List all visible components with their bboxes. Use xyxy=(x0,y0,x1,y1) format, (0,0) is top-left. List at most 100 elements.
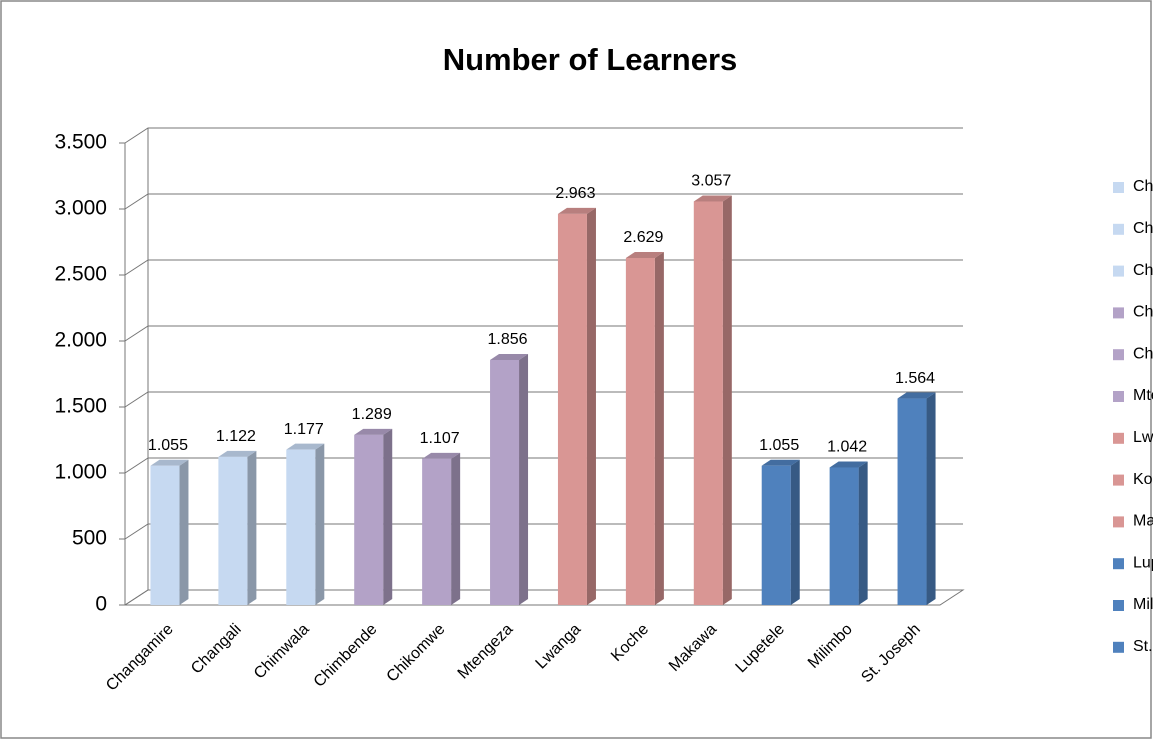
bar-top-shade xyxy=(354,428,393,435)
bar-front xyxy=(490,360,520,605)
value-label: 1.055 xyxy=(148,437,188,454)
legend-swatch xyxy=(1113,223,1124,235)
y-tick-label: 1.000 xyxy=(54,461,107,484)
bar-front xyxy=(829,467,859,605)
legend-swatch xyxy=(1113,182,1124,193)
bar xyxy=(354,428,393,605)
y-tick-label: 3.000 xyxy=(54,197,107,220)
legend-label: Changali xyxy=(1133,220,1153,237)
bar-front xyxy=(897,398,927,605)
bar-side xyxy=(383,428,393,605)
bar-top xyxy=(218,450,257,457)
legend-label: Mtengeza xyxy=(1133,387,1153,404)
bar-top xyxy=(286,443,325,450)
bar xyxy=(761,459,800,605)
bar-side xyxy=(926,392,936,605)
bar-front xyxy=(557,213,587,605)
value-label: 1.042 xyxy=(827,439,867,456)
bar xyxy=(422,452,461,605)
grid-line xyxy=(124,193,963,210)
bar-top-shade xyxy=(625,251,664,258)
bar-side-shade xyxy=(654,251,664,606)
legend-label: St. Joseph xyxy=(1133,638,1153,655)
bar-front xyxy=(693,201,723,605)
bar-front xyxy=(286,449,316,605)
bar-top-shade xyxy=(761,459,800,466)
y-tick-label: 2.000 xyxy=(54,329,107,352)
bar-top-shade xyxy=(422,452,461,459)
bar-side-shade xyxy=(858,461,868,605)
bar-front xyxy=(150,465,180,605)
legend-swatch xyxy=(1113,641,1124,653)
grid-line xyxy=(124,523,963,540)
bar-top xyxy=(354,428,393,435)
bar-side xyxy=(722,195,732,605)
legend-swatch xyxy=(1113,307,1124,319)
y-tick-label: 0 xyxy=(95,593,107,616)
value-label: 3.057 xyxy=(691,173,731,190)
bar xyxy=(150,459,189,605)
legend-swatch xyxy=(1113,349,1124,361)
legend-label: Makawa xyxy=(1133,513,1153,530)
bar-top-shade xyxy=(490,354,529,361)
bar-side-shade xyxy=(926,392,936,605)
bar-side-shade xyxy=(722,195,732,605)
value-label: 2.629 xyxy=(623,229,663,246)
value-label: 1.289 xyxy=(352,406,392,423)
bar-top xyxy=(422,452,461,459)
y-tick-label: 500 xyxy=(72,527,107,550)
value-label: 2.963 xyxy=(555,185,595,202)
bar-front xyxy=(354,434,384,605)
legend-label: Chikomwe xyxy=(1133,345,1153,362)
y-tick-label: 1.500 xyxy=(54,395,107,418)
bar-side xyxy=(586,207,596,605)
bar-side xyxy=(451,452,461,605)
bar-side-shade xyxy=(179,459,189,605)
bar-front xyxy=(761,465,791,605)
value-label: 1.055 xyxy=(759,437,799,454)
bar-side xyxy=(247,450,257,605)
bar-front xyxy=(625,257,655,605)
bar-side-shade xyxy=(383,428,393,605)
bar-top xyxy=(490,354,529,361)
chart-title: Number of Learners xyxy=(443,42,738,77)
bar-side xyxy=(519,354,529,605)
bar xyxy=(897,392,936,605)
bar-top-shade xyxy=(897,392,936,399)
legend-label: Chimwala xyxy=(1133,262,1153,279)
bar-top-shade xyxy=(218,450,257,457)
bar-top xyxy=(693,195,732,202)
bar-top-shade xyxy=(557,207,596,214)
bar-side xyxy=(858,461,868,605)
bar-top-shade xyxy=(286,443,325,450)
bar-top-shade xyxy=(150,459,189,466)
bar xyxy=(557,207,596,605)
bar-side-shade xyxy=(451,452,461,605)
bar-top xyxy=(557,207,596,214)
bar-side-shade xyxy=(247,450,257,605)
bar-front xyxy=(422,458,452,605)
legend-swatch xyxy=(1113,600,1124,611)
bar xyxy=(286,443,325,605)
grid-line xyxy=(124,457,963,474)
legend-label: Changamire xyxy=(1133,178,1153,195)
y-tick-label: 2.500 xyxy=(54,263,107,286)
legend-label: Lwanga xyxy=(1133,429,1153,446)
grid-line xyxy=(124,391,963,408)
legend-swatch xyxy=(1113,265,1124,277)
grid-line xyxy=(124,127,963,144)
legend-label: Milimbo xyxy=(1133,596,1153,613)
legend-swatch xyxy=(1113,558,1124,570)
bar xyxy=(490,354,529,605)
bar xyxy=(693,195,732,605)
legend-label: Lupetele xyxy=(1133,554,1153,571)
bar xyxy=(625,251,664,606)
value-label: 1.856 xyxy=(488,331,528,348)
legend-label: Koche xyxy=(1133,471,1153,488)
bar-top xyxy=(625,251,664,258)
legend-swatch xyxy=(1113,474,1124,486)
bar-side-shade xyxy=(586,207,596,605)
bar-top xyxy=(761,459,800,466)
value-label: 1.564 xyxy=(895,370,935,387)
